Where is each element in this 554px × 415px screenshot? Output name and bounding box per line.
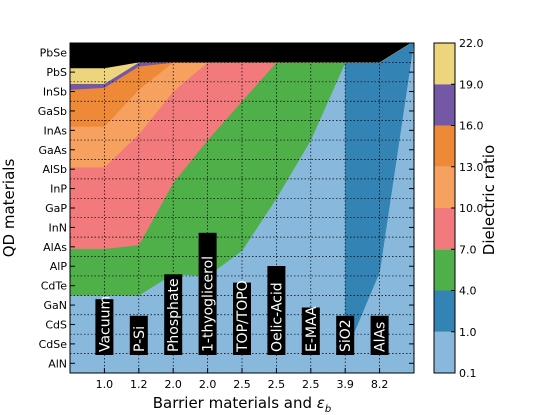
y-tick-label: GaN <box>44 299 68 312</box>
colorbar-tick-label: 7.0 <box>459 243 477 256</box>
barrier-label: AlAs <box>370 315 389 355</box>
y-tick-label: AlN <box>48 357 67 370</box>
x-axis-title-symbol: ε <box>317 394 325 412</box>
x-tick-label: 2.0 <box>199 378 217 391</box>
colorbar-band <box>434 249 455 291</box>
x-tick-label: 2.0 <box>164 378 182 391</box>
colorbar-band <box>434 208 455 250</box>
barrier-label-box <box>129 315 148 355</box>
region-19.0-22.0 <box>70 43 411 69</box>
y-tick-label: CdS <box>45 318 67 331</box>
y-tick-label: InSb <box>43 86 67 99</box>
barrier-label: SiO2 <box>336 315 355 355</box>
y-tick-label: AlP <box>50 260 68 273</box>
colorbar-tick-label: 16.0 <box>459 120 484 133</box>
y-tick-label: InN <box>49 221 67 234</box>
barrier-label: TOP/TOPO <box>233 280 251 355</box>
x-tick-label: 1.2 <box>130 378 148 391</box>
barrier-label: Vacuum <box>95 296 114 355</box>
x-axis-ticks: 1.0 1.2 2.0 2.0 2.5 2.5 2.5 3.9 8.2 <box>96 43 389 391</box>
colorbar-tick-label: 22.0 <box>459 37 484 50</box>
barrier-label-text: P-Si <box>132 326 148 352</box>
y-tick-label: CdSe <box>39 338 68 351</box>
barrier-label-text: AlAs <box>373 322 389 352</box>
barrier-label-box <box>336 315 355 355</box>
y-axis-ticks: AlN CdSe CdS GaN CdTe AlP AlAs InN GaP InP AlSb GaA… <box>38 47 414 370</box>
x-tick-label: 2.5 <box>302 378 320 391</box>
x-tick-label: 1.0 <box>96 378 114 391</box>
y-tick-label: GaP <box>45 202 67 215</box>
barrier-label-text: E-MAA <box>304 306 320 352</box>
colorbar: 0.1 1.0 4.0 7.0 10.0 13.0 16.0 19.0 22.0 <box>433 37 484 380</box>
y-axis-title: QD materials <box>0 159 18 258</box>
y-tick-label: GaSb <box>38 105 67 118</box>
barrier-label-box <box>164 274 183 355</box>
colorbar-tick-label: 19.0 <box>459 78 484 91</box>
barrier-label-box <box>95 299 114 355</box>
barrier-label-box <box>301 307 320 355</box>
colorbar-tick-label: 13.0 <box>459 161 484 174</box>
colorbar-band <box>434 125 455 167</box>
x-tick-label: 3.9 <box>336 378 354 391</box>
x-axis-title: Barrier materials and εb <box>153 394 332 415</box>
x-tick-label: 2.5 <box>233 378 251 391</box>
colorbar-tick-label: 1.0 <box>459 326 477 339</box>
barrier-label-text: SiO2 <box>338 319 354 352</box>
barrier-label-text: Phosphate <box>166 278 182 352</box>
colorbar-band <box>434 43 455 85</box>
y-tick-label: InAs <box>44 124 68 137</box>
y-tick-label: PbS <box>46 66 67 79</box>
colorbar-tick-label: 4.0 <box>459 285 477 298</box>
barrier-label-box <box>198 232 217 355</box>
barrier-label: P-Si <box>129 315 148 355</box>
plot-area <box>70 43 414 373</box>
colorbar-tick-label: 0.1 <box>459 367 477 380</box>
x-axis-title-text: Barrier materials and <box>153 394 317 412</box>
barrier-label: 1-thyoglicerol <box>198 232 217 355</box>
colorbar-band <box>434 331 455 373</box>
barrier-label-text: 1-thyoglicerol <box>201 256 217 352</box>
colorbar-title: Dielectric ratio <box>480 145 498 255</box>
y-tick-label: AlAs <box>43 241 67 254</box>
colorbar-band <box>434 84 455 126</box>
x-tick-label: 2.5 <box>268 378 286 391</box>
barrier-label-box <box>233 282 251 355</box>
barrier-label-text: Oelic-Acid <box>269 282 285 352</box>
colorbar-band <box>434 290 455 332</box>
y-tick-label: GaAs <box>38 144 67 157</box>
barrier-annotations: Vacuum P-Si Phosphate 1-thyoglicerol TOP/TOP… <box>95 232 389 355</box>
y-tick-label: InP <box>50 183 67 196</box>
y-tick-label: CdTe <box>41 280 68 293</box>
barrier-label: Oelic-Acid <box>267 266 286 355</box>
x-axis-title-subscript: b <box>325 404 331 415</box>
y-tick-label: PbSe <box>40 47 68 60</box>
barrier-label-box <box>267 266 286 355</box>
colorbar-tick-label: 10.0 <box>459 202 484 215</box>
y-tick-label: AlSb <box>42 163 67 176</box>
barrier-label-text: TOP/TOPO <box>235 280 251 353</box>
colorbar-band <box>434 166 455 208</box>
barrier-label: E-MAA <box>301 306 320 355</box>
x-tick-label: 8.2 <box>371 378 389 391</box>
barrier-label-box <box>370 315 389 355</box>
barrier-label-text: Vacuum <box>97 296 113 352</box>
barrier-label: Phosphate <box>164 274 183 355</box>
